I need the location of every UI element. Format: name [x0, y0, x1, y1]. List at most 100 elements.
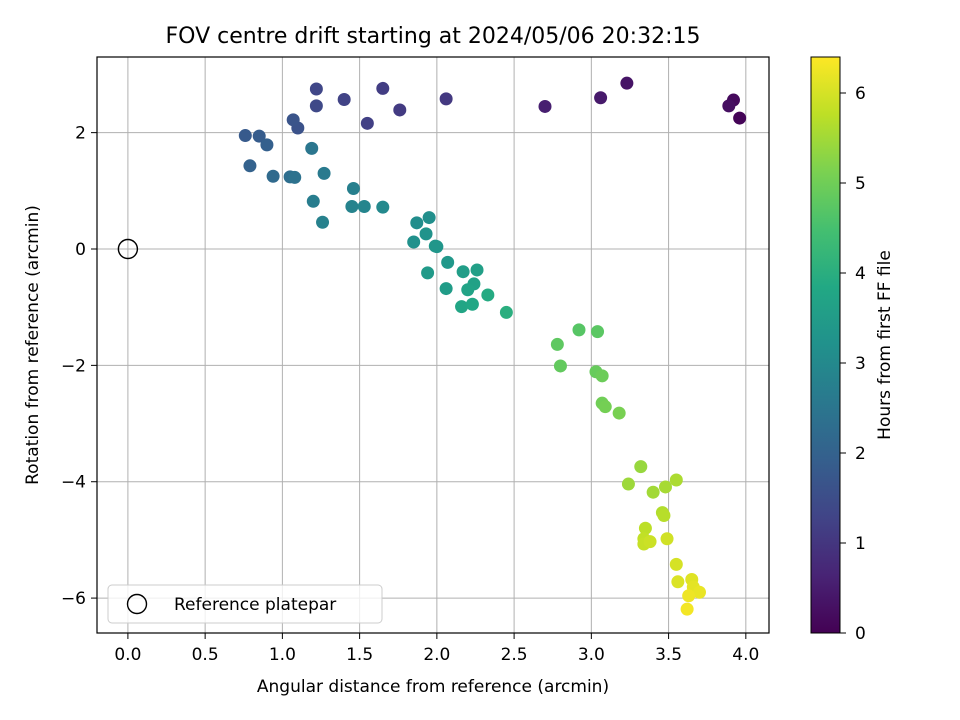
data-point	[345, 200, 359, 214]
data-point	[306, 194, 320, 208]
data-point	[393, 103, 407, 117]
colorbar-tick-label: 5	[855, 174, 866, 194]
data-point	[317, 166, 331, 180]
x-axis-label: Angular distance from reference (arcmin)	[257, 677, 609, 697]
data-point	[316, 215, 330, 229]
data-point	[660, 532, 674, 546]
data-point	[538, 99, 552, 113]
x-tick-label: 1.5	[346, 645, 373, 665]
colorbar-label: Hours from first FF file	[875, 250, 895, 440]
data-point	[407, 235, 421, 249]
y-axis-ticks: 2 0 −2 −4 −6	[61, 124, 97, 609]
data-point	[553, 359, 567, 373]
legend-label: Reference platepar	[174, 595, 336, 615]
data-point	[422, 211, 436, 225]
data-point	[376, 81, 390, 95]
data-point	[669, 557, 683, 571]
y-axis-label: Rotation from reference (arcmin)	[23, 205, 43, 485]
data-point	[465, 297, 479, 311]
x-axis-ticks: 0.0 0.5 1.0 1.5 2.0 2.5 3.0 3.5 4.0	[114, 633, 759, 665]
x-tick-label: 0.0	[114, 645, 141, 665]
data-point	[481, 288, 495, 302]
data-point	[439, 92, 453, 106]
data-point	[266, 169, 280, 183]
reference-point	[117, 238, 139, 260]
data-point	[260, 138, 274, 152]
legend-marker	[126, 593, 148, 615]
x-tick-label: 2.0	[423, 645, 450, 665]
y-tick-label: −6	[61, 589, 86, 609]
data-point	[671, 575, 685, 589]
colorbar-tick-label: 2	[855, 444, 866, 464]
data-point	[455, 300, 469, 314]
data-point	[243, 159, 257, 173]
data-point	[550, 337, 564, 351]
colorbar	[810, 56, 841, 634]
data-points	[238, 76, 747, 616]
data-point	[682, 589, 696, 603]
data-point	[634, 460, 648, 474]
data-point	[360, 116, 374, 130]
data-point	[499, 305, 513, 319]
colorbar-tick-label: 1	[855, 534, 866, 554]
data-point	[680, 602, 694, 616]
grid	[97, 57, 769, 633]
colorbar-tick-label: 0	[855, 624, 866, 644]
data-point	[461, 283, 475, 297]
data-point	[658, 480, 672, 494]
data-point	[252, 129, 266, 143]
data-point	[428, 239, 442, 253]
data-point	[439, 282, 453, 296]
data-point	[441, 255, 455, 269]
colorbar-tick-label: 6	[855, 84, 866, 104]
data-point	[346, 181, 360, 195]
x-tick-label: 0.5	[192, 645, 219, 665]
data-point	[286, 113, 300, 127]
data-point	[620, 76, 634, 90]
colorbar-tick-label: 3	[855, 354, 866, 374]
legend: Reference platepar	[107, 584, 383, 624]
data-point	[309, 82, 323, 96]
x-tick-label: 3.0	[578, 645, 605, 665]
data-point	[357, 200, 371, 214]
data-point	[376, 200, 390, 214]
colorbar-ticks: 0 1 2 3 4 5 6	[840, 84, 866, 644]
y-tick-label: −2	[61, 356, 86, 376]
data-point	[692, 585, 706, 599]
reference-marker	[117, 238, 139, 260]
data-point	[456, 265, 470, 279]
legend-box	[107, 584, 383, 624]
data-point	[238, 129, 252, 143]
data-point	[419, 227, 433, 241]
data-point	[612, 406, 626, 420]
data-point	[638, 521, 652, 535]
data-point	[595, 369, 609, 383]
data-point	[594, 91, 608, 105]
plot-frame	[96, 56, 770, 634]
data-point	[722, 99, 736, 113]
data-point	[288, 170, 302, 184]
data-point	[621, 477, 635, 491]
data-point	[309, 99, 323, 113]
data-point	[657, 508, 671, 522]
chart-title: FOV centre drift starting at 2024/05/06 …	[166, 24, 701, 49]
x-tick-label: 4.0	[732, 645, 759, 665]
data-point	[337, 92, 351, 106]
data-point	[643, 535, 657, 549]
data-point	[421, 266, 435, 280]
data-point	[733, 111, 747, 125]
data-point	[305, 141, 319, 155]
y-tick-label: 2	[75, 124, 86, 144]
colorbar-tick-label: 4	[855, 264, 866, 284]
data-point	[669, 473, 683, 487]
x-tick-label: 2.5	[501, 645, 528, 665]
x-tick-label: 3.5	[655, 645, 682, 665]
y-tick-label: 0	[75, 240, 86, 260]
data-point	[470, 263, 484, 277]
data-point	[646, 485, 660, 499]
data-point	[591, 325, 605, 339]
data-point	[598, 400, 612, 414]
x-tick-label: 1.0	[269, 645, 296, 665]
data-point	[410, 216, 424, 230]
